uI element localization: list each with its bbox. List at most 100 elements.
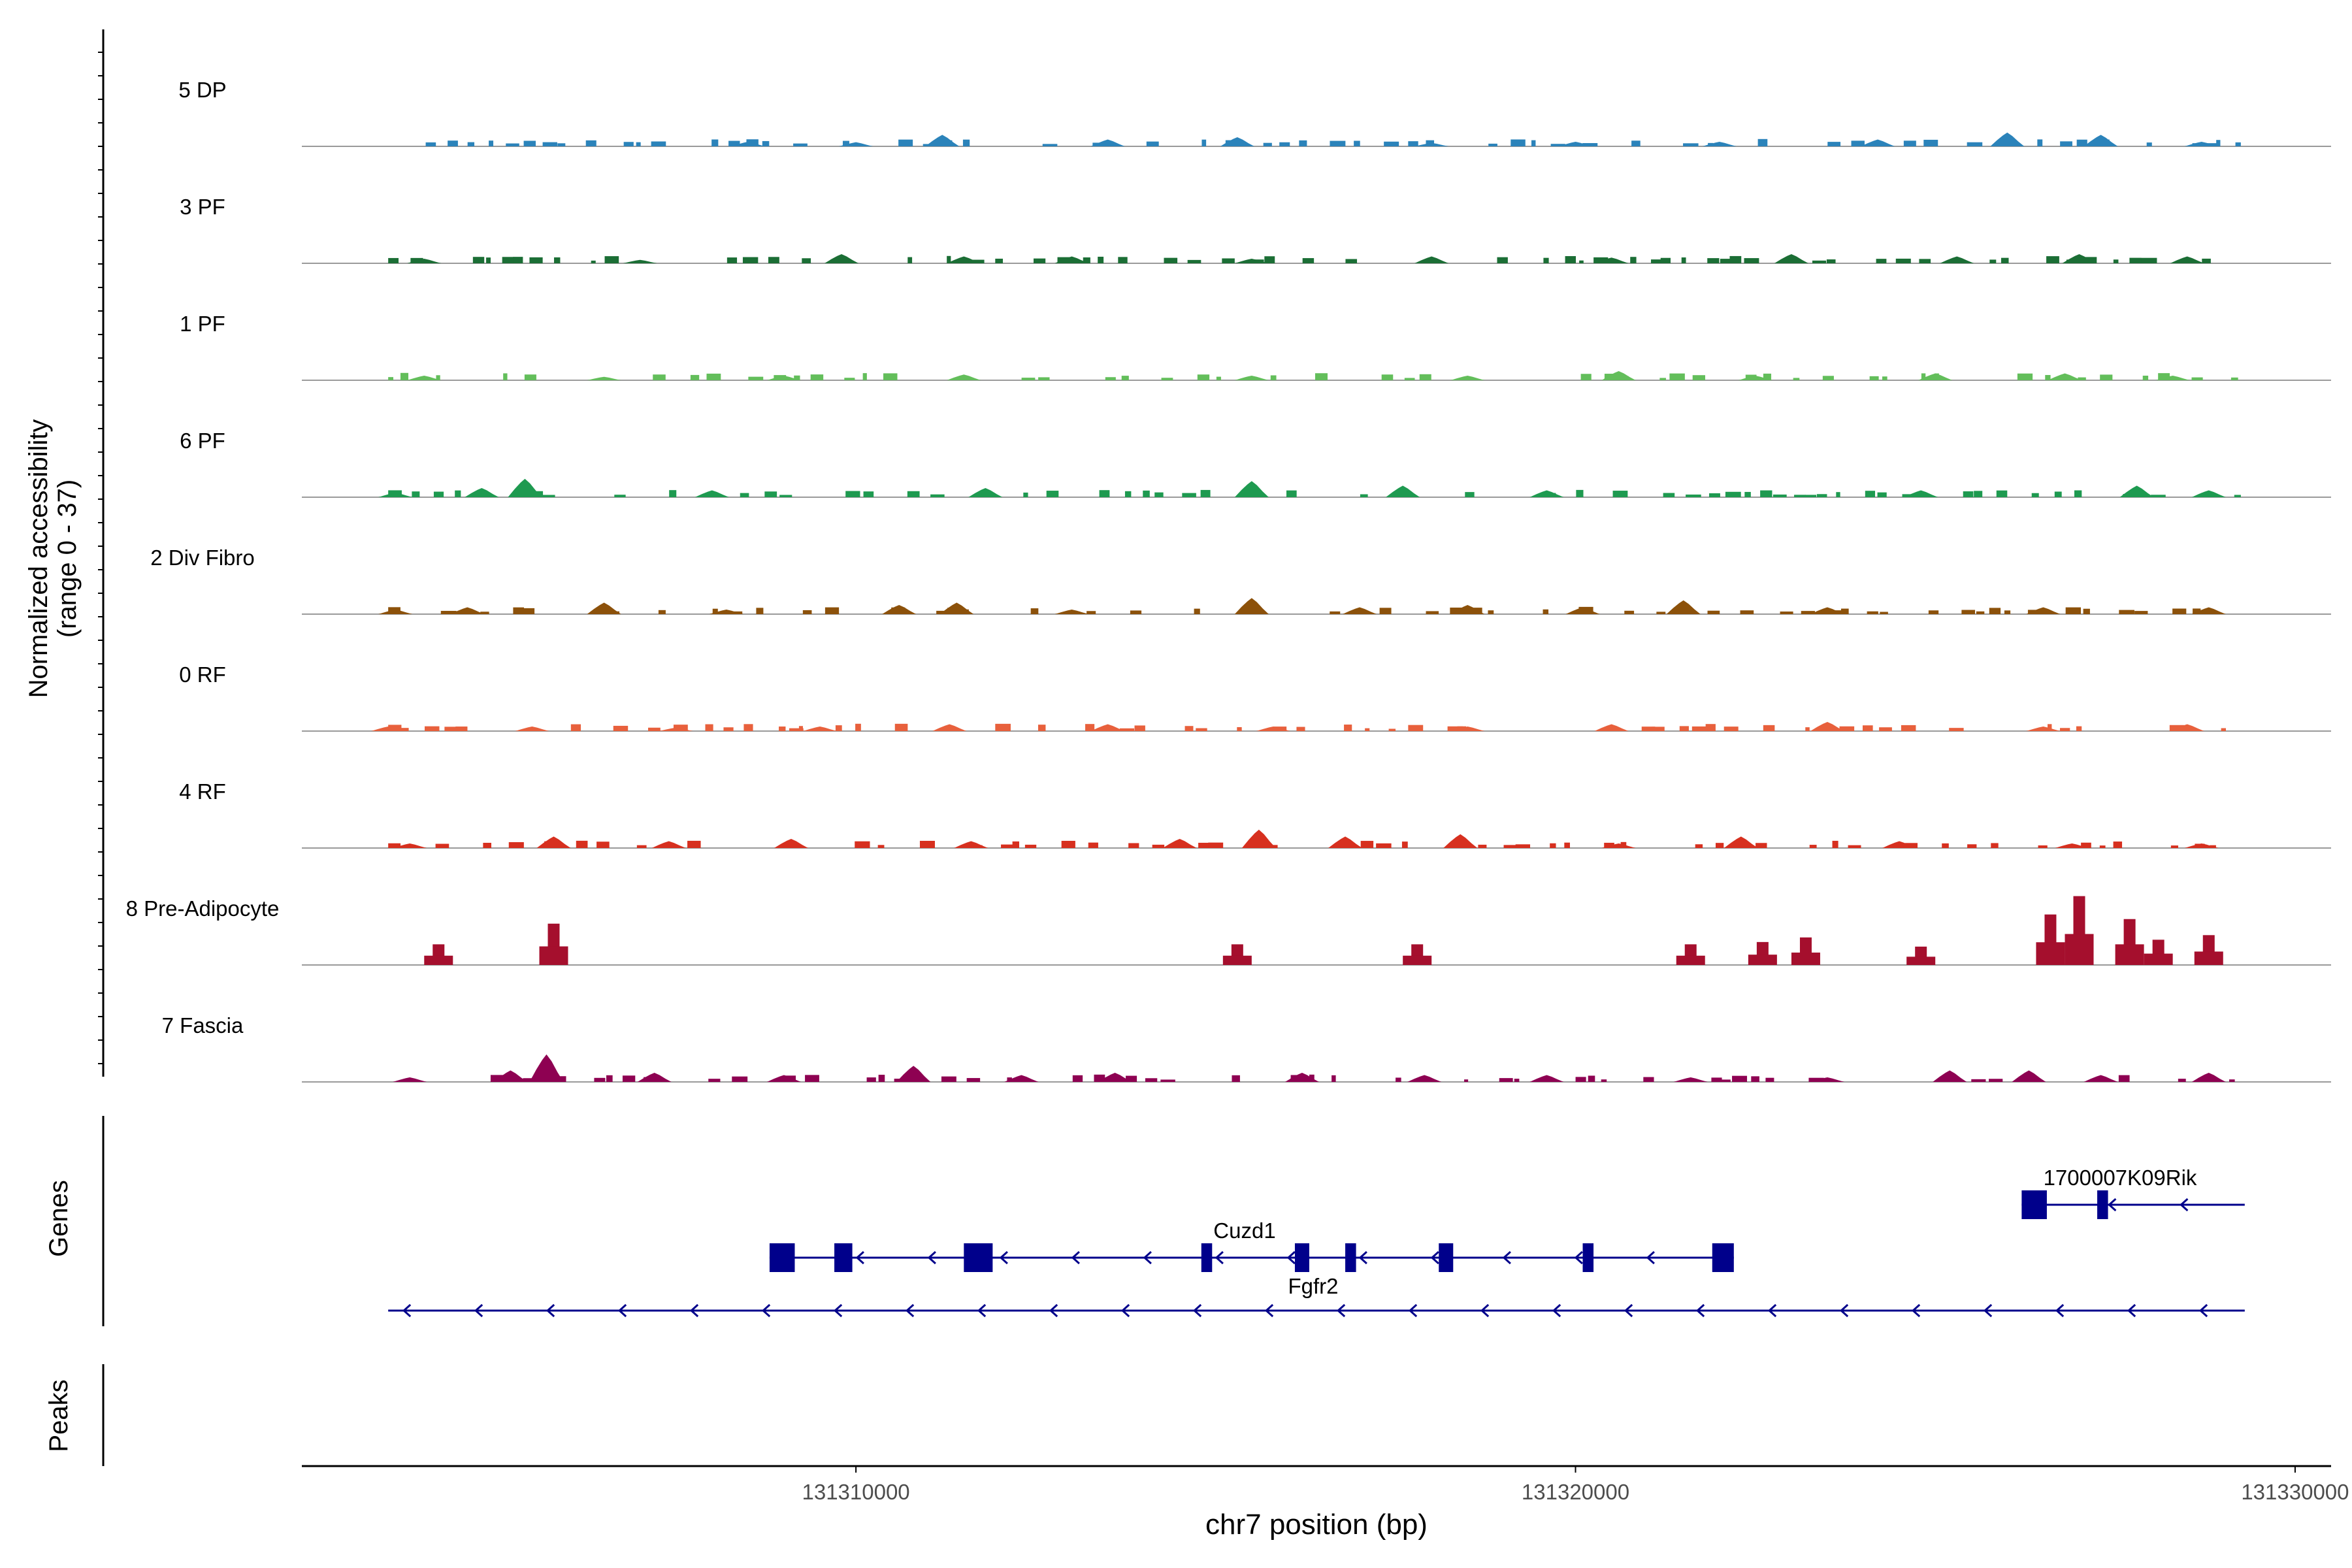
coverage-peak [587, 376, 621, 380]
coverage-peak [932, 724, 967, 731]
coverage-bar [2076, 726, 2082, 731]
coverage-bar [1365, 728, 1370, 731]
coverage-bar [502, 257, 514, 263]
coverage-bar [1867, 611, 1878, 614]
gene-exon [964, 1243, 993, 1272]
strand-arrow [546, 1303, 555, 1318]
strand-arrow [905, 1303, 915, 1318]
coverage-peak [1723, 836, 1758, 848]
coverage-bar [1763, 373, 1772, 380]
coverage-bar [756, 608, 764, 614]
gene-exon [834, 1243, 853, 1272]
coverage-peak [536, 836, 571, 848]
coverage-bar [1511, 139, 1526, 146]
coverage-peak [2083, 135, 2118, 146]
coverage-bar [1836, 492, 1840, 497]
coverage-bar [1579, 260, 1584, 263]
coverage-peak [939, 602, 974, 614]
coverage-bar [789, 728, 804, 731]
coverage-peak [1414, 256, 1449, 263]
coverage-bar [1989, 608, 2001, 614]
coverage-peak [1234, 375, 1269, 380]
coverage-peak [1234, 258, 1269, 263]
coverage-bar [1384, 141, 1399, 146]
coverage-bar [2060, 728, 2070, 731]
coverage-bar [1088, 842, 1098, 848]
coverage-bar [2054, 491, 2062, 497]
coverage-bar [1643, 1077, 1654, 1082]
coverage-bar [523, 1078, 534, 1082]
coverage-bar [1744, 491, 1751, 497]
coverage-bar [425, 726, 440, 731]
coverage-peak [1054, 609, 1089, 614]
coverage-bar [1822, 376, 1834, 380]
coverage-bar [606, 1075, 613, 1082]
coverage-bar [1543, 609, 1549, 614]
coverage-bar [907, 491, 920, 497]
coverage-bar [2084, 257, 2097, 263]
coverage-bar [1381, 374, 1394, 380]
coverage-bar [898, 139, 913, 146]
coverage-bar [1880, 612, 1888, 614]
coverage-peak [1450, 726, 1485, 731]
coverage-peak [2055, 843, 2089, 848]
coverage-peak [825, 253, 859, 263]
coverage-peak [1601, 843, 1636, 848]
coverage-bar [1732, 1075, 1748, 1082]
coverage-peak [1904, 490, 1938, 497]
coverage-bar [1160, 1079, 1175, 1082]
coverage-bar [805, 1075, 819, 1082]
coverage-bar [1851, 140, 1865, 146]
coverage-bar [748, 376, 764, 380]
coverage-bar [712, 608, 718, 614]
coverage-bar [1085, 724, 1095, 731]
coverage-bar [2235, 142, 2241, 146]
coverage-peak [1284, 1072, 1319, 1082]
coverage-bar [400, 728, 409, 731]
coverage-peak [1594, 724, 1629, 731]
coverage-bar [711, 139, 719, 146]
coverage-peak [2026, 607, 2061, 614]
coverage-bar [1679, 726, 1689, 731]
gene-exon [1294, 1243, 1309, 1272]
coverage-bar [2038, 845, 2048, 848]
coverage-bar [740, 493, 749, 497]
coverage-peak-shoulder [539, 946, 568, 965]
coverage-bar [1624, 610, 1635, 614]
strand-arrow [761, 1303, 771, 1318]
coverage-bar [1949, 728, 1964, 731]
coverage-bar [1865, 491, 1876, 497]
coverage-bar [1760, 490, 1772, 497]
coverage-bar [1197, 374, 1210, 380]
coverage-bar [412, 491, 420, 497]
coverage-peak-shoulder [424, 955, 453, 965]
strand-arrow [927, 1250, 936, 1265]
coverage-bar [1379, 608, 1392, 614]
coverage-bar [1196, 728, 1207, 731]
coverage-bar [448, 140, 458, 146]
coverage-bar [1794, 495, 1806, 497]
coverage-peak [1162, 838, 1197, 848]
coverage-bar [1961, 610, 1976, 614]
coverage-bar [623, 142, 634, 146]
coverage-bar [1816, 494, 1827, 497]
coverage-bar [1263, 142, 1272, 146]
strand-arrow [1264, 1303, 1274, 1318]
coverage-bar [802, 610, 812, 614]
coverage-bar [1094, 1074, 1105, 1082]
coverage-bar [1705, 724, 1716, 731]
coverage-bar [1126, 1075, 1137, 1082]
coverage-bar [1565, 256, 1576, 263]
coverage-bar [2151, 495, 2166, 497]
coverage-bar [1895, 258, 1911, 263]
coverage-peak-shoulder [2194, 951, 2223, 965]
coverage-peak [954, 841, 988, 848]
coverage-bar [1686, 494, 1701, 497]
coverage-bar [2074, 490, 2082, 497]
coverage-bar [1996, 490, 2008, 497]
gene-exon [1712, 1243, 1734, 1272]
coverage-bar [388, 257, 399, 263]
coverage-bar [743, 724, 753, 731]
coverage-peak [1565, 607, 1600, 614]
